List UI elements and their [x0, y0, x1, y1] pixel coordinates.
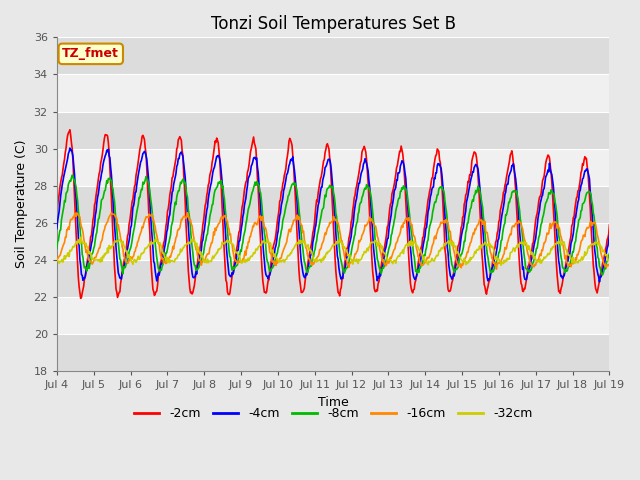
X-axis label: Time: Time: [318, 396, 349, 408]
Y-axis label: Soil Temperature (C): Soil Temperature (C): [15, 140, 28, 268]
Bar: [57, 260, 609, 297]
Bar: [57, 297, 609, 334]
Bar: [57, 37, 609, 74]
Bar: [57, 186, 609, 223]
Title: Tonzi Soil Temperatures Set B: Tonzi Soil Temperatures Set B: [211, 15, 456, 33]
Text: TZ_fmet: TZ_fmet: [62, 48, 119, 60]
Bar: [57, 223, 609, 260]
Bar: [57, 334, 609, 371]
Bar: [57, 74, 609, 111]
Legend: -2cm, -4cm, -8cm, -16cm, -32cm: -2cm, -4cm, -8cm, -16cm, -32cm: [129, 402, 538, 425]
Bar: [57, 149, 609, 186]
Bar: [57, 111, 609, 149]
